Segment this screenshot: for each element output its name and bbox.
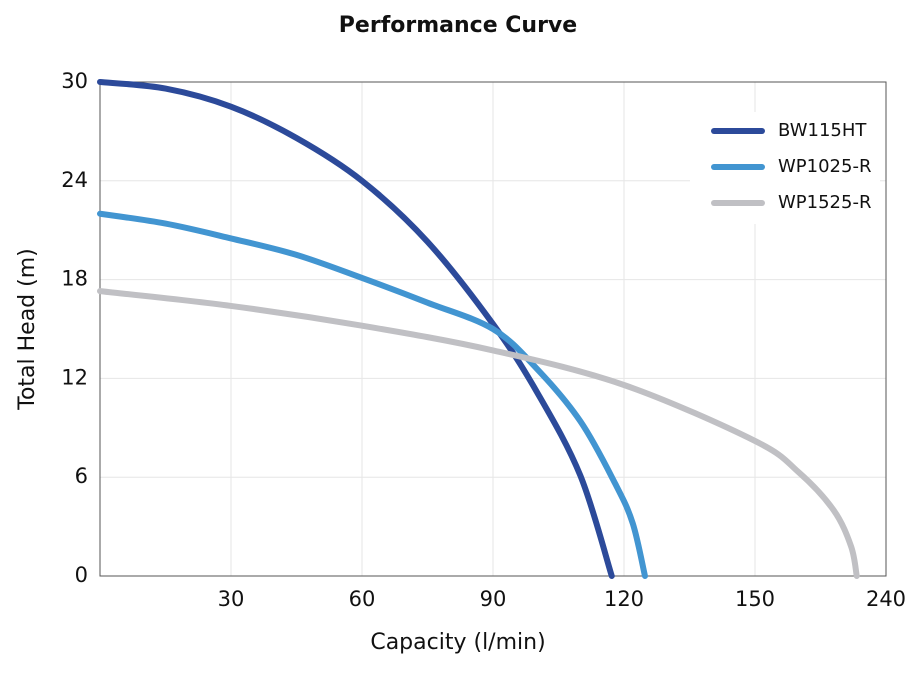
x-tick-label: 30 xyxy=(218,587,245,611)
y-tick-label: 0 xyxy=(75,563,88,587)
y-tick-label: 6 xyxy=(75,464,88,488)
legend-label: BW115HT xyxy=(778,120,867,141)
series-line xyxy=(97,79,615,579)
x-tick-label: 90 xyxy=(480,587,507,611)
x-tick-label: 150 xyxy=(735,587,775,611)
x-axis-label: Capacity (l/min) xyxy=(370,630,545,655)
x-tick-label: 60 xyxy=(349,587,376,611)
series-line xyxy=(97,210,648,579)
x-tick-label: 240 xyxy=(866,587,906,611)
y-tick-label: 24 xyxy=(61,168,88,192)
legend-label: WP1525-R xyxy=(778,192,871,213)
x-tick-label: 120 xyxy=(604,587,644,611)
legend-label: WP1025-R xyxy=(778,156,871,177)
y-tick-label: 30 xyxy=(61,69,88,93)
chart-title: Performance Curve xyxy=(339,13,577,38)
series-line xyxy=(97,288,860,579)
y-tick-label: 12 xyxy=(61,365,88,389)
plot-frame xyxy=(99,81,887,577)
y-tick-label: 18 xyxy=(61,267,88,291)
y-axis-label: Total Head (m) xyxy=(15,248,40,411)
